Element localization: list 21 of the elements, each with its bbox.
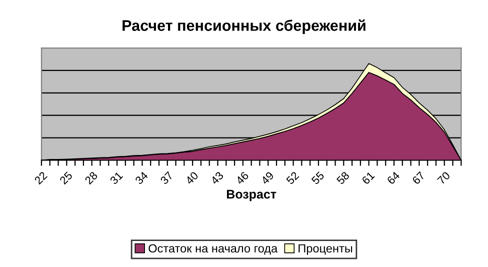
x-tick-label: 64: [386, 171, 400, 185]
x-tick-label: 61: [361, 171, 375, 185]
x-tick-label: 58: [336, 171, 350, 185]
x-tick-label: 31: [110, 171, 124, 185]
x-tick-label: 52: [286, 171, 300, 185]
x-tick-label: 37: [160, 171, 174, 185]
x-tick-label: 70: [436, 171, 451, 185]
legend-label: Остаток на начало года: [148, 244, 278, 255]
x-tick-label: 67: [412, 171, 426, 185]
x-tick-label: 55: [311, 171, 325, 185]
chart-title: Расчет пенсионных сбережений: [122, 19, 366, 34]
legend-label: Проценты: [298, 244, 352, 255]
x-tick-label: 49: [260, 171, 274, 185]
x-tick-label: 46: [235, 171, 250, 185]
x-tick-label: 43: [210, 171, 224, 185]
x-tick-label: 40: [184, 171, 199, 185]
x-tick-label: 25: [59, 171, 73, 185]
x-tick-label: 22: [34, 171, 48, 185]
x-tick-label: 34: [134, 171, 148, 185]
x-axis-title: Возраст: [226, 190, 276, 202]
x-tick-label: 28: [84, 171, 98, 185]
